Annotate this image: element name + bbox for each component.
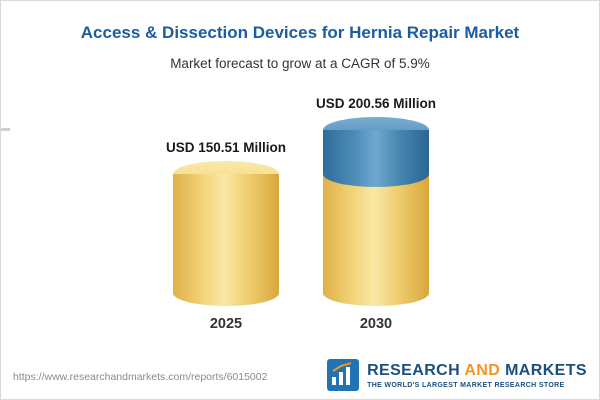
cylinder-2030: USD 200.56 Million — [316, 96, 436, 306]
left-edge-tick — [1, 128, 10, 131]
logo-text: RESEARCH AND MARKETS THE WORLD'S LARGEST… — [367, 362, 587, 389]
value-label-2030: USD 200.56 Million — [315, 96, 437, 112]
cylinder-base-body-2030 — [323, 173, 429, 306]
research-and-markets-logo: RESEARCH AND MARKETS THE WORLD'S LARGEST… — [327, 359, 587, 391]
logo-chart-icon — [327, 359, 360, 391]
cylinder-base-segment-2030 — [323, 173, 429, 306]
value-label-2025: USD 150.51 Million — [165, 140, 287, 155]
chart-subtitle: Market forecast to grow at a CAGR of 5.9… — [170, 56, 430, 71]
logo-word-and: AND — [464, 361, 501, 379]
cylinder-growth-segment-2030 — [323, 117, 429, 187]
cylinder-2025: USD 150.51 Million — [166, 140, 286, 306]
logo-wordmark: RESEARCH AND MARKETS — [367, 362, 587, 380]
logo-tagline: THE WORLD'S LARGEST MARKET RESEARCH STOR… — [367, 381, 565, 389]
cylinder-growth-body-2030 — [323, 130, 429, 187]
chart-title: Access & Dissection Devices for Hernia R… — [80, 23, 520, 42]
logo-word-research: RESEARCH — [367, 361, 461, 379]
cylinder-body-2025 — [173, 174, 279, 306]
bar-group-2025: USD 150.51 Million 2025 — [166, 1, 286, 399]
year-label-2030: 2030 — [359, 316, 393, 332]
source-url: https://www.researchandmarkets.com/repor… — [13, 371, 268, 383]
logo-word-markets: MARKETS — [505, 361, 587, 379]
bar-group-2030: USD 200.56 Million 2030 — [316, 1, 436, 399]
year-label-2025: 2025 — [209, 316, 243, 332]
